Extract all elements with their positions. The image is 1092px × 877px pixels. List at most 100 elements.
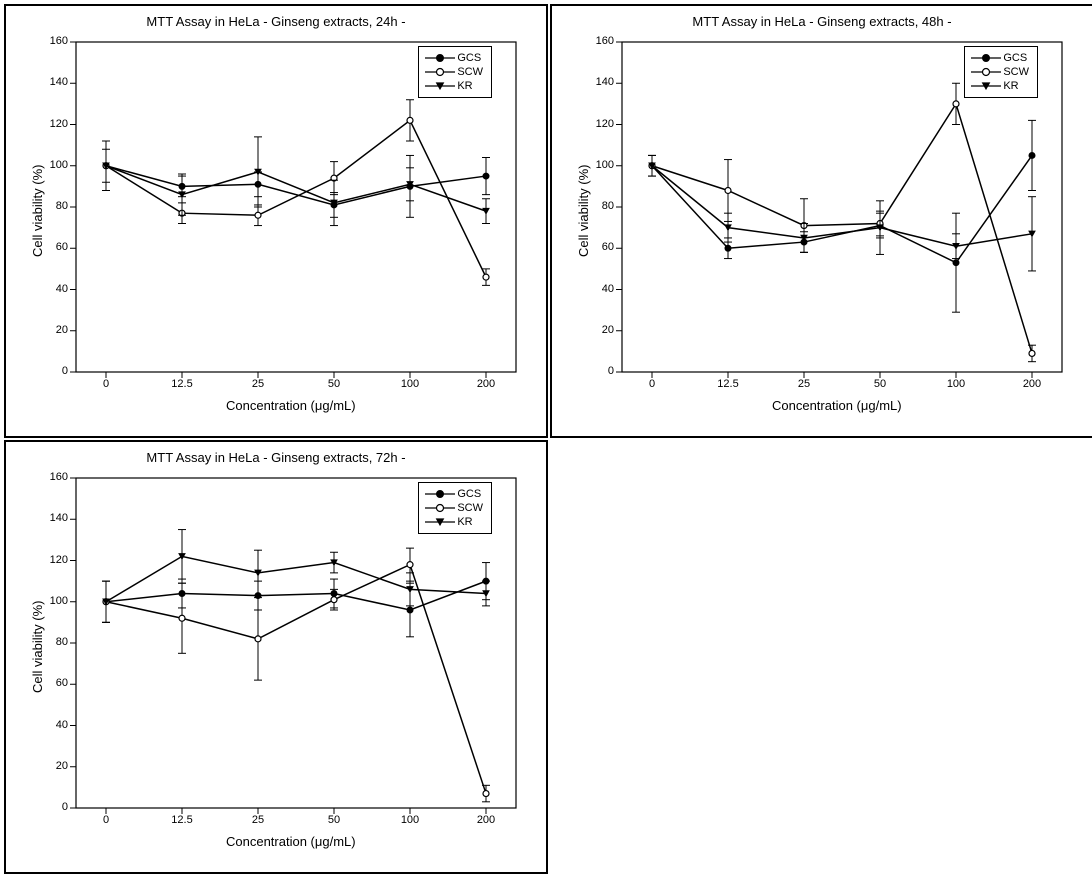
legend-marker-icon bbox=[971, 52, 1001, 64]
x-tick-label: 0 bbox=[86, 814, 126, 826]
legend: GCSSCWKR bbox=[418, 482, 492, 534]
y-tick-label: 160 bbox=[590, 35, 614, 47]
series-marker-gcs bbox=[407, 607, 413, 613]
series-marker-scw bbox=[407, 117, 413, 123]
legend-item-scw: SCW bbox=[425, 501, 483, 515]
chart-title: MTT Assay in HeLa - Ginseng extracts, 48… bbox=[692, 14, 951, 29]
series-marker-scw bbox=[255, 636, 261, 642]
y-tick-label: 80 bbox=[44, 200, 68, 212]
y-tick-label: 100 bbox=[44, 159, 68, 171]
y-tick-label: 0 bbox=[44, 365, 68, 377]
x-tick-label: 100 bbox=[390, 814, 430, 826]
series-marker-gcs bbox=[483, 173, 489, 179]
legend-marker-icon bbox=[425, 488, 455, 500]
y-tick-label: 40 bbox=[44, 283, 68, 295]
x-tick-label: 50 bbox=[860, 378, 900, 390]
chart-72h-panel: MTT Assay in HeLa - Ginseng extracts, 72… bbox=[4, 440, 548, 874]
legend-marker-icon bbox=[971, 80, 1001, 92]
y-tick-label: 60 bbox=[44, 241, 68, 253]
legend-label: KR bbox=[1003, 79, 1018, 93]
y-tick-label: 40 bbox=[590, 283, 614, 295]
series-line-kr bbox=[106, 166, 486, 211]
legend-label: SCW bbox=[457, 65, 483, 79]
y-tick-label: 60 bbox=[44, 677, 68, 689]
y-tick-label: 120 bbox=[590, 118, 614, 130]
legend-label: KR bbox=[457, 515, 472, 529]
legend-item-scw: SCW bbox=[425, 65, 483, 79]
x-tick-label: 25 bbox=[238, 378, 278, 390]
series-marker-gcs bbox=[1029, 152, 1035, 158]
chart-title: MTT Assay in HeLa - Ginseng extracts, 24… bbox=[146, 14, 405, 29]
legend: GCSSCWKR bbox=[418, 46, 492, 98]
x-tick-label: 12.5 bbox=[708, 378, 748, 390]
series-marker-scw bbox=[179, 615, 185, 621]
series-marker-scw bbox=[331, 597, 337, 603]
x-tick-label: 200 bbox=[1012, 378, 1052, 390]
series-line-gcs bbox=[106, 581, 486, 610]
legend-item-gcs: GCS bbox=[425, 51, 483, 65]
y-tick-label: 120 bbox=[44, 554, 68, 566]
y-tick-label: 120 bbox=[44, 118, 68, 130]
legend: GCSSCWKR bbox=[964, 46, 1038, 98]
x-tick-label: 50 bbox=[314, 814, 354, 826]
y-axis-label: Cell viability (%) bbox=[576, 165, 591, 257]
legend-marker-icon bbox=[425, 66, 455, 78]
x-tick-label: 100 bbox=[390, 378, 430, 390]
legend-label: GCS bbox=[457, 487, 481, 501]
chart-title: MTT Assay in HeLa - Ginseng extracts, 72… bbox=[146, 450, 405, 465]
legend-marker-icon bbox=[425, 80, 455, 92]
y-tick-label: 60 bbox=[590, 241, 614, 253]
series-marker-scw bbox=[725, 188, 731, 194]
legend-item-gcs: GCS bbox=[425, 487, 483, 501]
legend-label: SCW bbox=[457, 501, 483, 515]
chart-48h-panel: MTT Assay in HeLa - Ginseng extracts, 48… bbox=[550, 4, 1092, 438]
series-line-scw bbox=[106, 120, 486, 277]
legend-label: GCS bbox=[457, 51, 481, 65]
x-tick-label: 25 bbox=[784, 378, 824, 390]
x-tick-label: 200 bbox=[466, 378, 506, 390]
y-tick-label: 100 bbox=[44, 595, 68, 607]
legend-marker-icon bbox=[971, 66, 1001, 78]
legend-label: KR bbox=[457, 79, 472, 93]
legend-item-kr: KR bbox=[425, 79, 483, 93]
legend-marker-icon bbox=[425, 502, 455, 514]
series-marker-gcs bbox=[953, 260, 959, 266]
y-tick-label: 0 bbox=[590, 365, 614, 377]
y-tick-label: 100 bbox=[590, 159, 614, 171]
legend-label: GCS bbox=[1003, 51, 1027, 65]
x-axis-label: Concentration (μg/mL) bbox=[226, 834, 356, 849]
y-tick-label: 40 bbox=[44, 719, 68, 731]
series-line-gcs bbox=[652, 155, 1032, 262]
x-tick-label: 25 bbox=[238, 814, 278, 826]
x-tick-label: 50 bbox=[314, 378, 354, 390]
y-tick-label: 80 bbox=[590, 200, 614, 212]
y-tick-label: 140 bbox=[590, 76, 614, 88]
legend-item-scw: SCW bbox=[971, 65, 1029, 79]
y-tick-label: 160 bbox=[44, 471, 68, 483]
series-marker-scw bbox=[255, 212, 261, 218]
series-line-gcs bbox=[106, 166, 486, 205]
series-marker-scw bbox=[407, 562, 413, 568]
x-tick-label: 12.5 bbox=[162, 814, 202, 826]
series-line-scw bbox=[106, 565, 486, 794]
x-tick-label: 0 bbox=[632, 378, 672, 390]
legend-item-kr: KR bbox=[971, 79, 1029, 93]
x-axis-label: Concentration (μg/mL) bbox=[772, 398, 902, 413]
series-marker-gcs bbox=[725, 245, 731, 251]
x-tick-label: 200 bbox=[466, 814, 506, 826]
y-tick-label: 20 bbox=[44, 324, 68, 336]
y-axis-label: Cell viability (%) bbox=[30, 165, 45, 257]
y-tick-label: 20 bbox=[590, 324, 614, 336]
legend-item-kr: KR bbox=[425, 515, 483, 529]
series-marker-scw bbox=[953, 101, 959, 107]
y-tick-label: 0 bbox=[44, 801, 68, 813]
x-tick-label: 100 bbox=[936, 378, 976, 390]
legend-label: SCW bbox=[1003, 65, 1029, 79]
x-axis-label: Concentration (μg/mL) bbox=[226, 398, 356, 413]
series-marker-scw bbox=[483, 791, 489, 797]
series-marker-scw bbox=[483, 274, 489, 280]
y-tick-label: 160 bbox=[44, 35, 68, 47]
y-tick-label: 80 bbox=[44, 636, 68, 648]
legend-item-gcs: GCS bbox=[971, 51, 1029, 65]
y-tick-label: 20 bbox=[44, 760, 68, 772]
